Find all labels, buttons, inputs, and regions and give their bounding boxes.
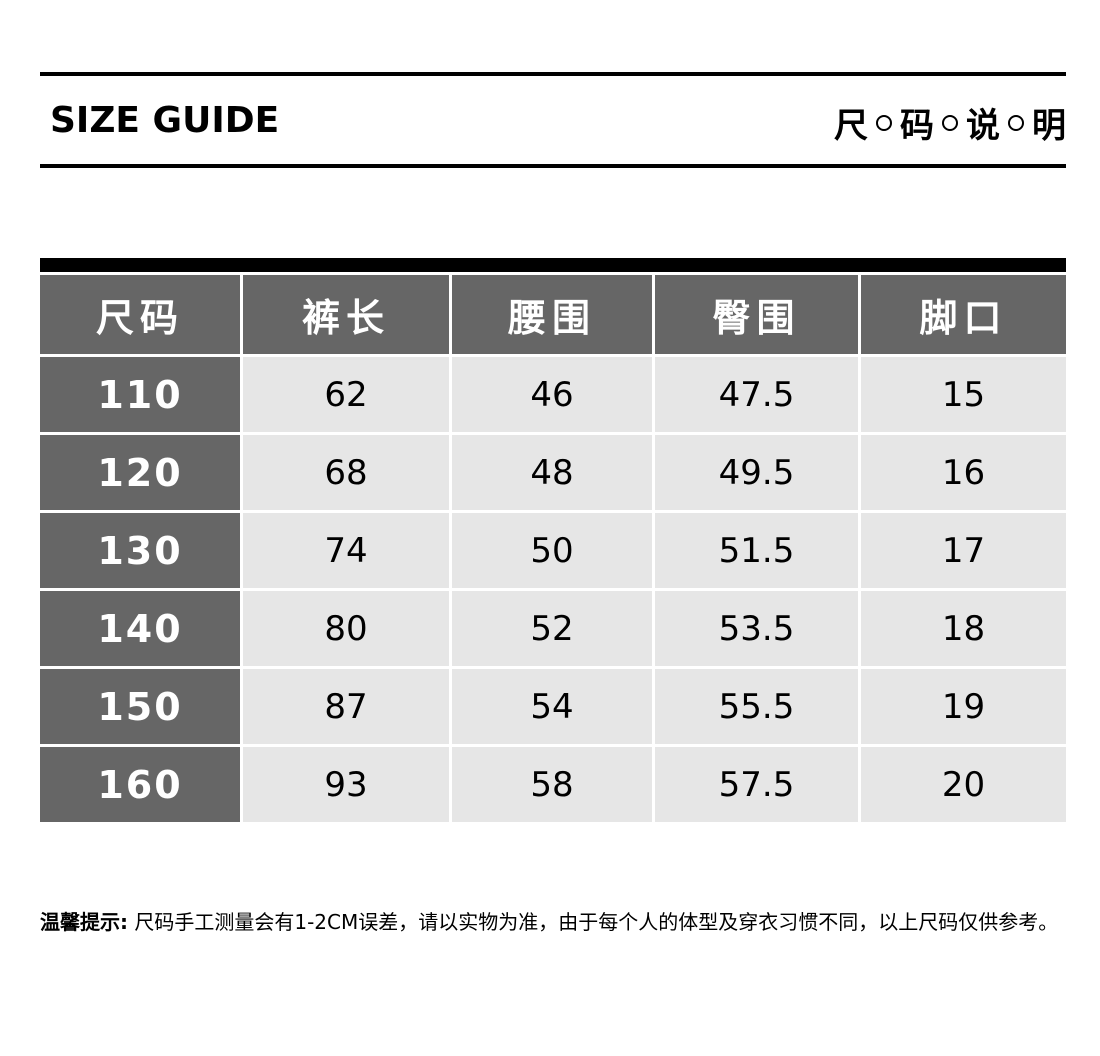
value-cell: 16 <box>861 435 1066 510</box>
title-en: SIZE GUIDE <box>50 100 280 141</box>
size-cell: 130 <box>40 513 240 588</box>
value-cell: 51.5 <box>655 513 858 588</box>
value-cell: 19 <box>861 669 1066 744</box>
value-cell: 80 <box>243 591 449 666</box>
title-char: 尺 <box>834 106 868 146</box>
value-cell: 46 <box>452 357 652 432</box>
value-cell: 20 <box>861 747 1066 822</box>
size-table: 尺码 裤长 腰围 臀围 脚口 110 62 46 47.5 15 120 68 48 49.5 1… <box>37 272 1069 825</box>
table-top-bar <box>40 258 1066 272</box>
column-header: 腰围 <box>452 275 652 354</box>
value-cell: 58 <box>452 747 652 822</box>
value-cell: 18 <box>861 591 1066 666</box>
value-cell: 57.5 <box>655 747 858 822</box>
circle-separator-icon <box>1008 114 1024 131</box>
value-cell: 17 <box>861 513 1066 588</box>
column-header: 尺码 <box>40 275 240 354</box>
title-char: 码 <box>900 106 934 146</box>
bottom-rule <box>40 164 1066 168</box>
table-row: 160 93 58 57.5 20 <box>40 747 1066 822</box>
value-cell: 49.5 <box>655 435 858 510</box>
value-cell: 68 <box>243 435 449 510</box>
value-cell: 87 <box>243 669 449 744</box>
value-cell: 47.5 <box>655 357 858 432</box>
size-cell: 140 <box>40 591 240 666</box>
table-row: 110 62 46 47.5 15 <box>40 357 1066 432</box>
note-label: 温馨提示: <box>40 910 128 934</box>
value-cell: 74 <box>243 513 449 588</box>
value-cell: 93 <box>243 747 449 822</box>
value-cell: 54 <box>452 669 652 744</box>
table-row: 130 74 50 51.5 17 <box>40 513 1066 588</box>
title-char: 明 <box>1032 106 1066 146</box>
value-cell: 55.5 <box>655 669 858 744</box>
value-cell: 52 <box>452 591 652 666</box>
table-row: 120 68 48 49.5 16 <box>40 435 1066 510</box>
size-cell: 150 <box>40 669 240 744</box>
column-header: 臀围 <box>655 275 858 354</box>
circle-separator-icon <box>942 114 958 131</box>
header-row: 尺码 裤长 腰围 臀围 脚口 <box>40 275 1066 354</box>
column-header: 脚口 <box>861 275 1066 354</box>
note-text: 尺码手工测量会有1-2CM误差，请以实物为准，由于每个人的体型及穿衣习惯不同，以… <box>128 910 1059 934</box>
size-cell: 110 <box>40 357 240 432</box>
top-rule <box>40 72 1066 76</box>
table-row: 150 87 54 55.5 19 <box>40 669 1066 744</box>
table-row: 140 80 52 53.5 18 <box>40 591 1066 666</box>
title-cn: 尺 码 说 明 <box>834 98 1066 147</box>
value-cell: 48 <box>452 435 652 510</box>
value-cell: 50 <box>452 513 652 588</box>
value-cell: 15 <box>861 357 1066 432</box>
size-cell: 120 <box>40 435 240 510</box>
title-char: 说 <box>966 106 1000 146</box>
circle-separator-icon <box>876 114 892 131</box>
value-cell: 62 <box>243 357 449 432</box>
note: 温馨提示: 尺码手工测量会有1-2CM误差，请以实物为准，由于每个人的体型及穿衣… <box>40 906 1070 938</box>
value-cell: 53.5 <box>655 591 858 666</box>
column-header: 裤长 <box>243 275 449 354</box>
size-cell: 160 <box>40 747 240 822</box>
